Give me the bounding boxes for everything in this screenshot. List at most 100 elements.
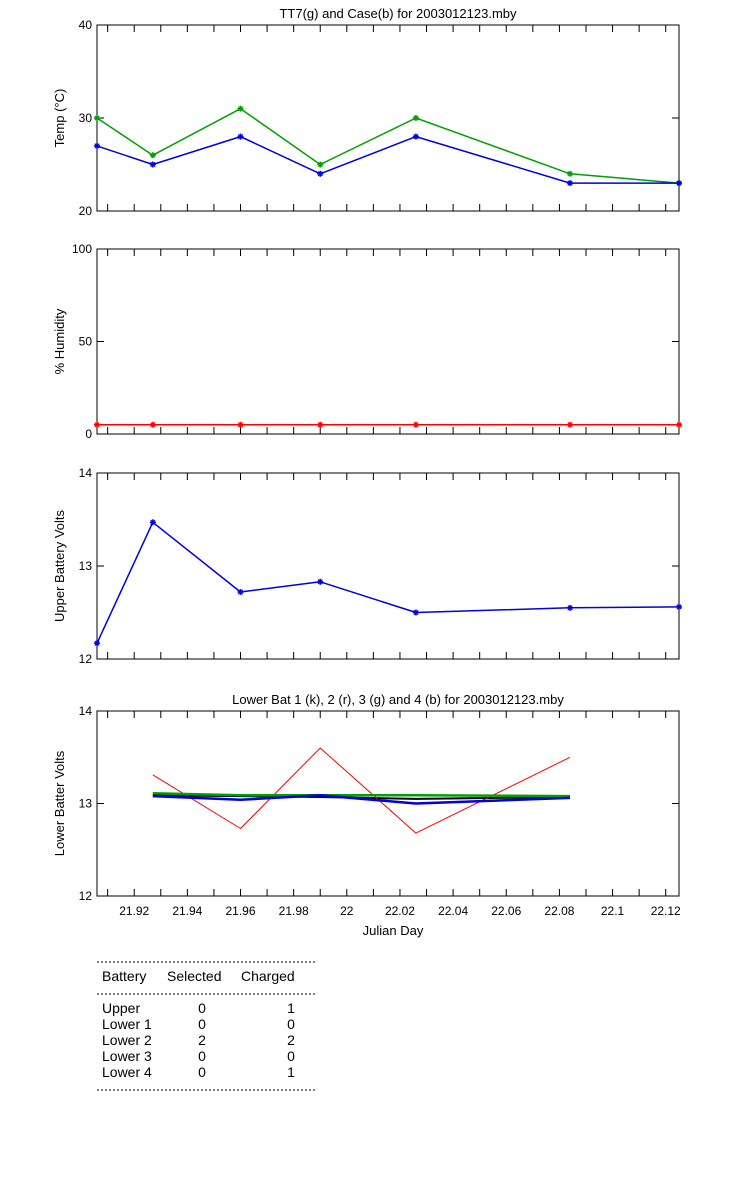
x-tick-label: 22.04 <box>438 904 468 918</box>
y-axis-label: % Humidity <box>52 308 67 374</box>
x-tick-label: 21.94 <box>172 904 202 918</box>
table-cell-battery: Lower 1 <box>102 1016 152 1032</box>
data-point <box>237 133 244 140</box>
series-line-2 <box>152 747 571 834</box>
y-tick-label: 12 <box>79 652 93 666</box>
chart-panel-4: 12 13 14 21.92 21.94 21.96 21.98 22 22.02 22.04 22… <box>52 692 681 938</box>
y-tick-label: 30 <box>79 111 93 125</box>
data-point-mark <box>317 161 323 168</box>
data-point <box>412 115 419 121</box>
x-tick-label: 22.12 <box>651 904 681 918</box>
data-point <box>412 421 419 428</box>
data-point <box>149 152 156 159</box>
y-tick-label: 12 <box>79 889 93 903</box>
y-tick-label: 100 <box>72 242 92 256</box>
table-cell-battery: Lower 4 <box>102 1064 152 1080</box>
chart-title: TT7(g) and Case(b) for 2003012123.mby <box>279 6 517 21</box>
y-tick-label: 13 <box>79 559 93 573</box>
data-point <box>94 115 100 121</box>
data-point-mark <box>413 422 419 428</box>
table-cell-selected: 0 <box>198 1000 206 1016</box>
data-point-mark <box>676 180 682 186</box>
y-tick-label: 40 <box>79 18 93 32</box>
data-point-mark <box>676 422 682 428</box>
data-point <box>94 421 100 428</box>
data-point-mark <box>150 152 156 158</box>
chart-panel-3: 12 13 14 Upper Battery Volts <box>52 466 682 666</box>
data-point-mark <box>567 180 573 186</box>
table-cell-charged: 0 <box>287 1016 295 1032</box>
data-point <box>676 603 682 610</box>
data-point-mark <box>237 106 244 112</box>
y-tick-label: 20 <box>79 204 93 218</box>
data-point <box>317 170 324 177</box>
y-axis-label: Temp (°C) <box>52 89 67 148</box>
data-point <box>149 519 156 526</box>
data-point <box>237 589 244 596</box>
data-point-mark <box>150 519 156 525</box>
data-point-mark <box>413 115 419 121</box>
data-point <box>149 421 156 428</box>
data-point <box>94 142 100 149</box>
x-tick-label: 22 <box>340 904 354 918</box>
data-point <box>412 133 419 140</box>
table-cell-charged: 1 <box>287 1000 295 1016</box>
data-point-mark <box>567 422 573 428</box>
plot-frame <box>96 710 680 897</box>
plot-frame <box>96 472 680 660</box>
table-header: Battery <box>102 968 146 984</box>
table-cell-selected: 0 <box>198 1016 206 1032</box>
data-point <box>237 105 244 112</box>
data-point-mark <box>94 115 100 121</box>
chart-panel-1: 20 30 40 TT7(g) and Case(b) for 2003012123.… <box>52 6 682 218</box>
data-point-mark <box>94 422 100 428</box>
chart-title: Lower Bat 1 (k), 2 (r), 3 (g) and 4 (b) … <box>232 692 564 707</box>
data-point-mark <box>237 422 244 428</box>
x-tick-label: 22.06 <box>491 904 521 918</box>
table-header: Charged <box>241 968 295 984</box>
table-header: Selected <box>167 968 221 984</box>
data-point <box>94 640 100 647</box>
x-axis-label: Julian Day <box>363 923 424 938</box>
data-point <box>567 421 574 428</box>
x-tick-label: 21.92 <box>119 904 149 918</box>
data-point <box>317 421 324 428</box>
y-tick-label: 0 <box>85 427 92 441</box>
series-line-4 <box>152 793 571 805</box>
table-cell-selected: 0 <box>198 1048 206 1064</box>
y-axis-label: Lower Batter Volts <box>52 750 67 856</box>
data-point <box>317 161 324 168</box>
x-tick-label: 21.98 <box>279 904 309 918</box>
data-point-mark <box>567 605 573 611</box>
x-tick-label: 22.08 <box>544 904 574 918</box>
data-point <box>567 604 574 611</box>
data-point-mark <box>413 133 419 140</box>
data-point <box>412 609 419 616</box>
data-point-mark <box>94 640 100 646</box>
table-cell-selected: 2 <box>198 1032 206 1048</box>
table-cell-selected: 0 <box>198 1064 206 1080</box>
series-line-3 <box>152 792 571 798</box>
y-tick-label: 14 <box>79 466 93 480</box>
data-point-mark <box>676 604 682 610</box>
table-cell-battery: Lower 2 <box>102 1032 152 1048</box>
table-cell-battery: Lower 3 <box>102 1048 152 1064</box>
series-line-1 <box>96 521 680 644</box>
x-tick-label: 22.1 <box>601 904 625 918</box>
data-point-mark <box>237 133 244 140</box>
data-point-mark <box>150 422 156 428</box>
data-point <box>676 180 682 187</box>
data-point-mark <box>413 609 419 616</box>
data-point-mark <box>317 422 323 428</box>
y-axis-label: Upper Battery Volts <box>52 510 67 622</box>
series-line-1 <box>96 107 680 184</box>
data-point-mark <box>94 143 100 149</box>
data-point-mark <box>150 161 156 168</box>
data-point <box>567 170 574 177</box>
data-point <box>237 421 244 428</box>
data-point <box>149 161 156 168</box>
table-cell-battery: Upper <box>102 1000 140 1016</box>
y-tick-label: 13 <box>79 797 93 811</box>
